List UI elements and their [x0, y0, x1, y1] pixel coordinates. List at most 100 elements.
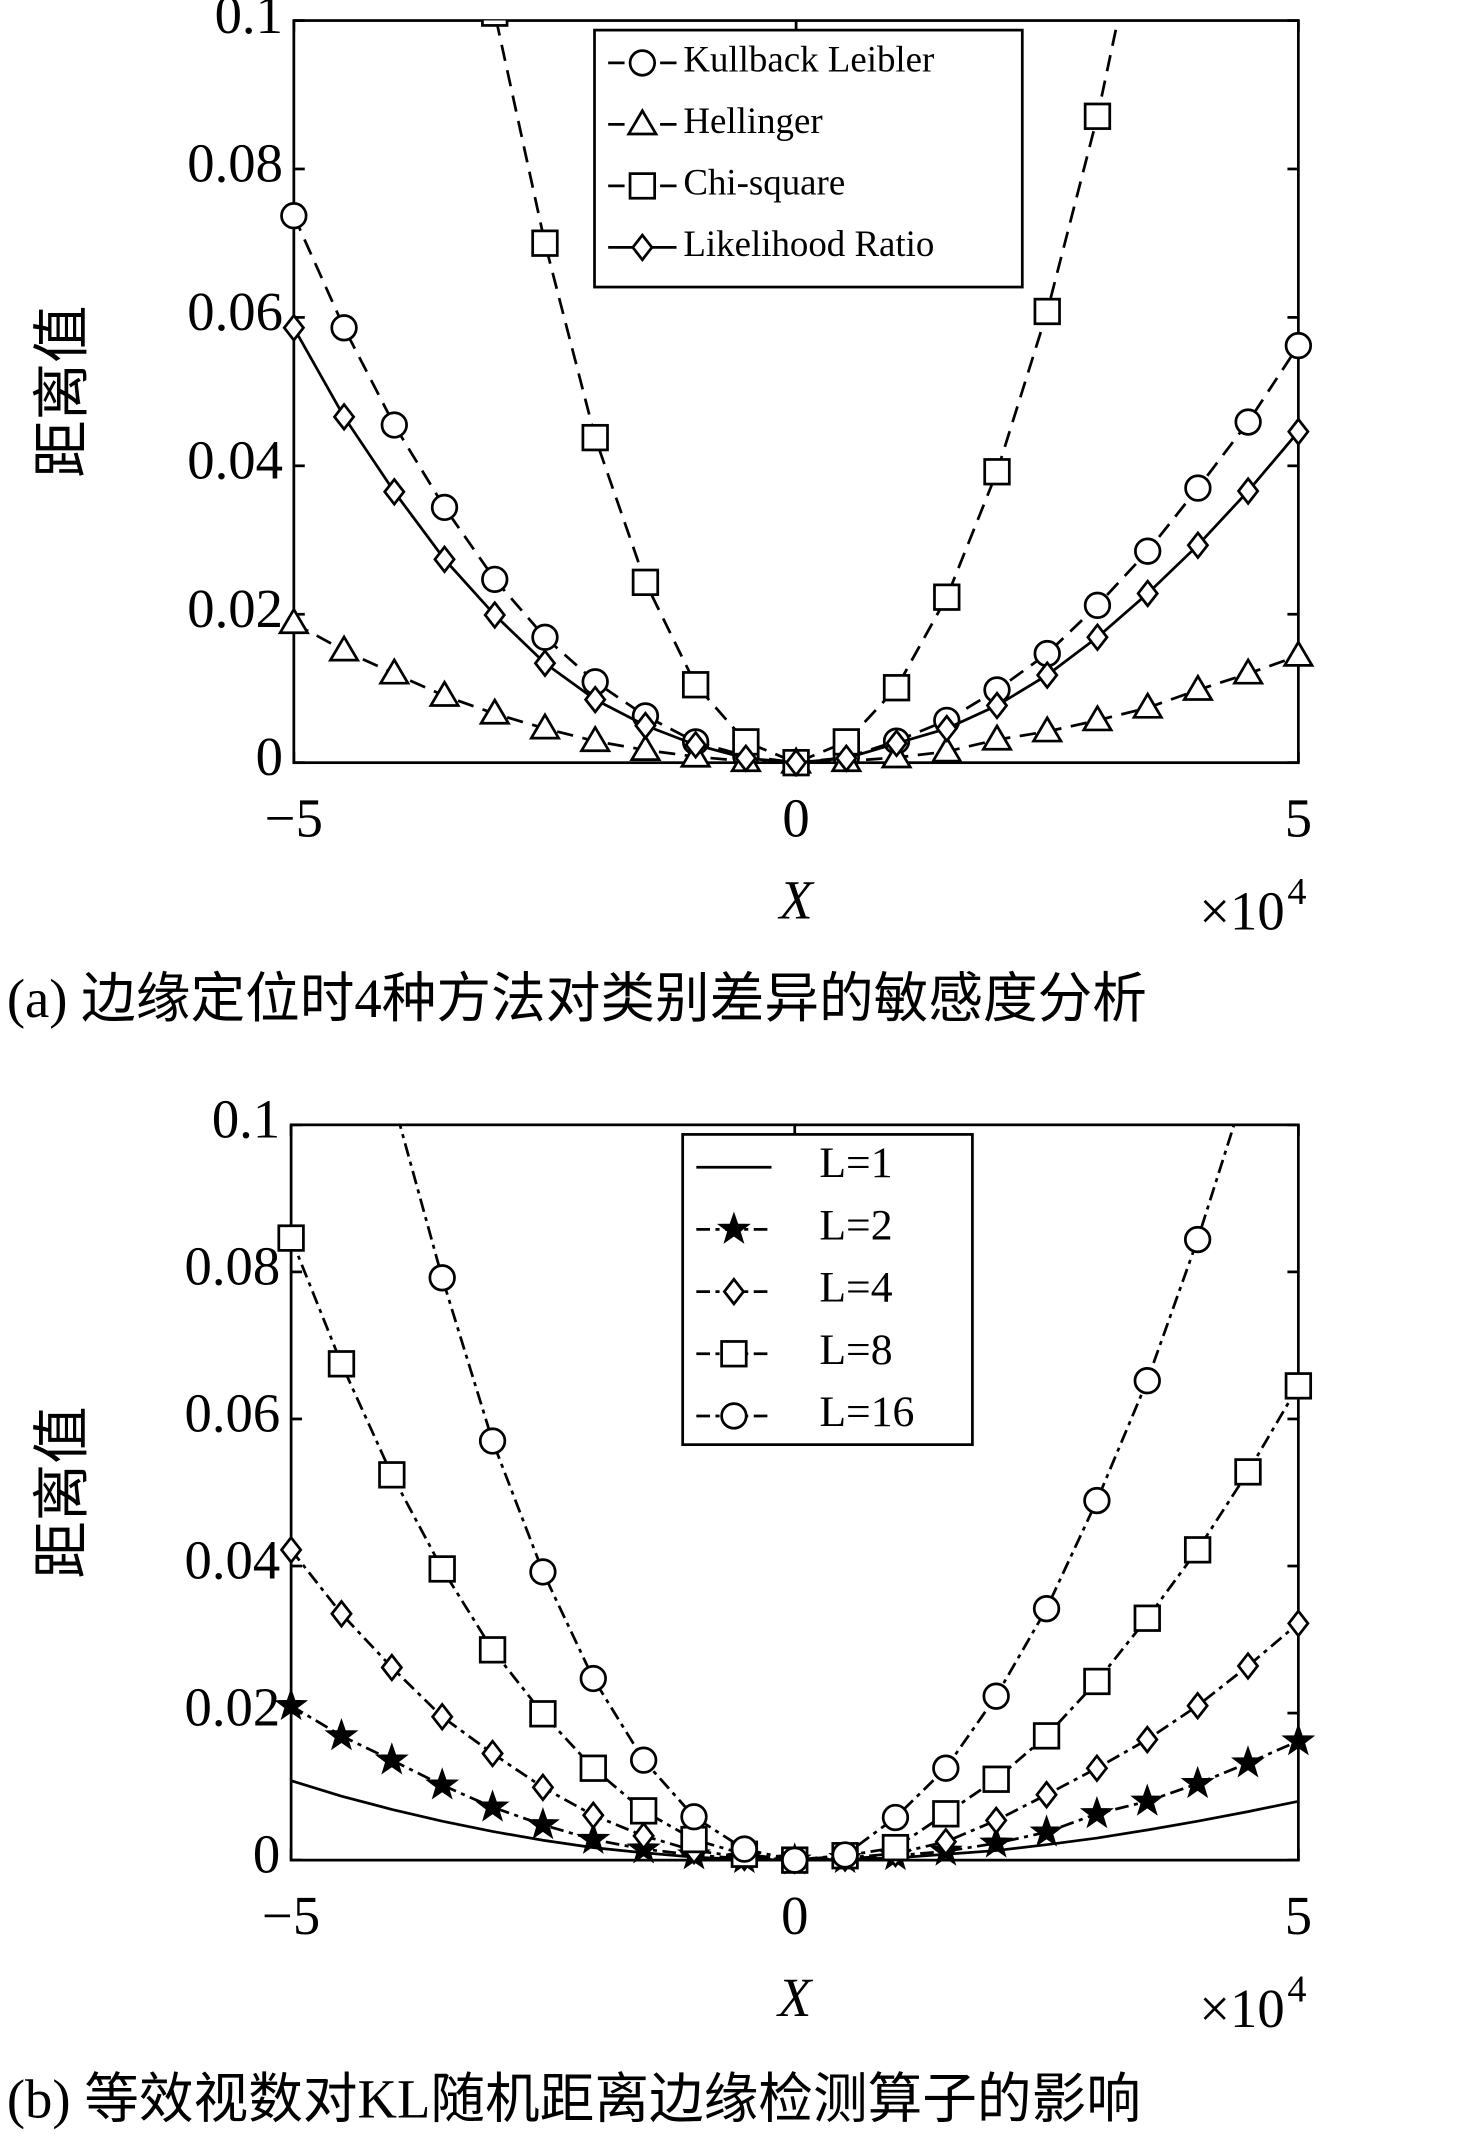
legend-marker [716, 1211, 751, 1244]
y-tick-label: 0.08 [187, 133, 283, 194]
marker [1035, 1780, 1058, 1810]
marker [277, 1224, 305, 1252]
y-tick-label: 0.08 [185, 1235, 281, 1296]
marker [579, 1664, 607, 1693]
marker [1083, 1486, 1111, 1515]
marker [1234, 408, 1262, 436]
marker [1032, 1594, 1061, 1623]
y-axis-label: 距离值 [32, 306, 95, 478]
plot-series [277, 20, 1315, 778]
marker [478, 1427, 507, 1455]
marker [1081, 704, 1114, 732]
x-axis-label: X [777, 870, 815, 931]
legend-marker [628, 172, 657, 200]
marker [680, 1803, 708, 1831]
x-multiplier: ×10 [1199, 1978, 1284, 2039]
marker [329, 885, 354, 910]
y-tick-label: 0 [253, 1824, 280, 1885]
x-multiplier: ×10 [1199, 881, 1284, 942]
marker [280, 202, 308, 230]
marker [529, 1700, 557, 1728]
y-tick-label: 0.06 [185, 1383, 281, 1444]
marker [1083, 1667, 1111, 1696]
y-tick-label: 0.02 [187, 578, 283, 639]
marker [730, 1835, 759, 1863]
marker [933, 583, 961, 611]
marker [882, 674, 911, 702]
legend-label: Chi-square [683, 161, 845, 202]
marker [481, 20, 509, 27]
marker [576, 1821, 611, 1854]
marker [330, 1599, 353, 1629]
marker [430, 493, 459, 522]
x-exponent: 4 [1287, 1968, 1306, 2010]
marker [1079, 1795, 1114, 1829]
marker [1236, 476, 1260, 506]
x-tick-label: 5 [1285, 1885, 1312, 1946]
legend-label: L=16 [819, 1388, 914, 1436]
legend-label: L=4 [819, 1264, 892, 1312]
marker [983, 458, 1011, 486]
x-tick-label: 0 [781, 1885, 808, 1946]
legend-label: L=2 [819, 1201, 892, 1249]
marker [1086, 622, 1109, 652]
marker [1183, 1225, 1212, 1254]
marker [478, 1636, 507, 1664]
marker [481, 1738, 504, 1769]
marker [1180, 1765, 1215, 1799]
marker [1033, 297, 1061, 326]
marker [579, 1754, 607, 1782]
marker [930, 735, 963, 763]
legend-marker [626, 108, 659, 136]
marker [378, 657, 411, 685]
marker [1083, 102, 1112, 130]
marker [781, 1846, 809, 1874]
marker [581, 1800, 605, 1830]
legend-marker [720, 1402, 748, 1430]
marker [734, 743, 758, 773]
marker [478, 697, 511, 725]
marker [1284, 331, 1313, 360]
marker [1135, 1725, 1159, 1755]
marker [579, 724, 612, 753]
caption: (a) 边缘定位时4种方法对类别差异的敏感度分析 [7, 968, 1147, 1029]
marker [1032, 1722, 1061, 1750]
marker [425, 1767, 460, 1800]
legend-marker [631, 232, 654, 262]
marker [1236, 1651, 1260, 1681]
marker [382, 477, 406, 507]
legend-label: Hellinger [683, 100, 822, 141]
marker [380, 411, 408, 439]
marker [528, 712, 562, 740]
legend-marker [720, 1340, 748, 1368]
marker [881, 1833, 910, 1862]
marker [634, 711, 657, 741]
marker [629, 1746, 658, 1774]
marker [935, 714, 959, 744]
marker [1136, 578, 1159, 608]
marker [324, 1718, 359, 1751]
y-tick-label: 0.1 [215, 0, 283, 45]
marker [475, 1789, 510, 1822]
marker [985, 691, 1009, 721]
legend-label: Kullback Leibler [683, 38, 934, 79]
marker [529, 1558, 557, 1586]
y-tick-label: 0.02 [185, 1677, 281, 1738]
marker [481, 565, 509, 594]
marker [428, 679, 461, 707]
marker [980, 723, 1014, 751]
marker [885, 728, 908, 758]
marker [835, 743, 858, 773]
marker [1131, 691, 1164, 719]
marker [1035, 660, 1059, 690]
y-tick-label: 0.04 [187, 429, 283, 490]
marker [533, 648, 557, 678]
x-tick-label: 5 [1285, 788, 1312, 849]
marker [1287, 1608, 1310, 1638]
marker [1231, 1745, 1265, 1778]
y-tick-label: 0.1 [212, 1088, 280, 1149]
marker [332, 402, 356, 432]
marker [1236, 1068, 1261, 1093]
marker [1181, 673, 1214, 701]
marker [1284, 1372, 1313, 1400]
